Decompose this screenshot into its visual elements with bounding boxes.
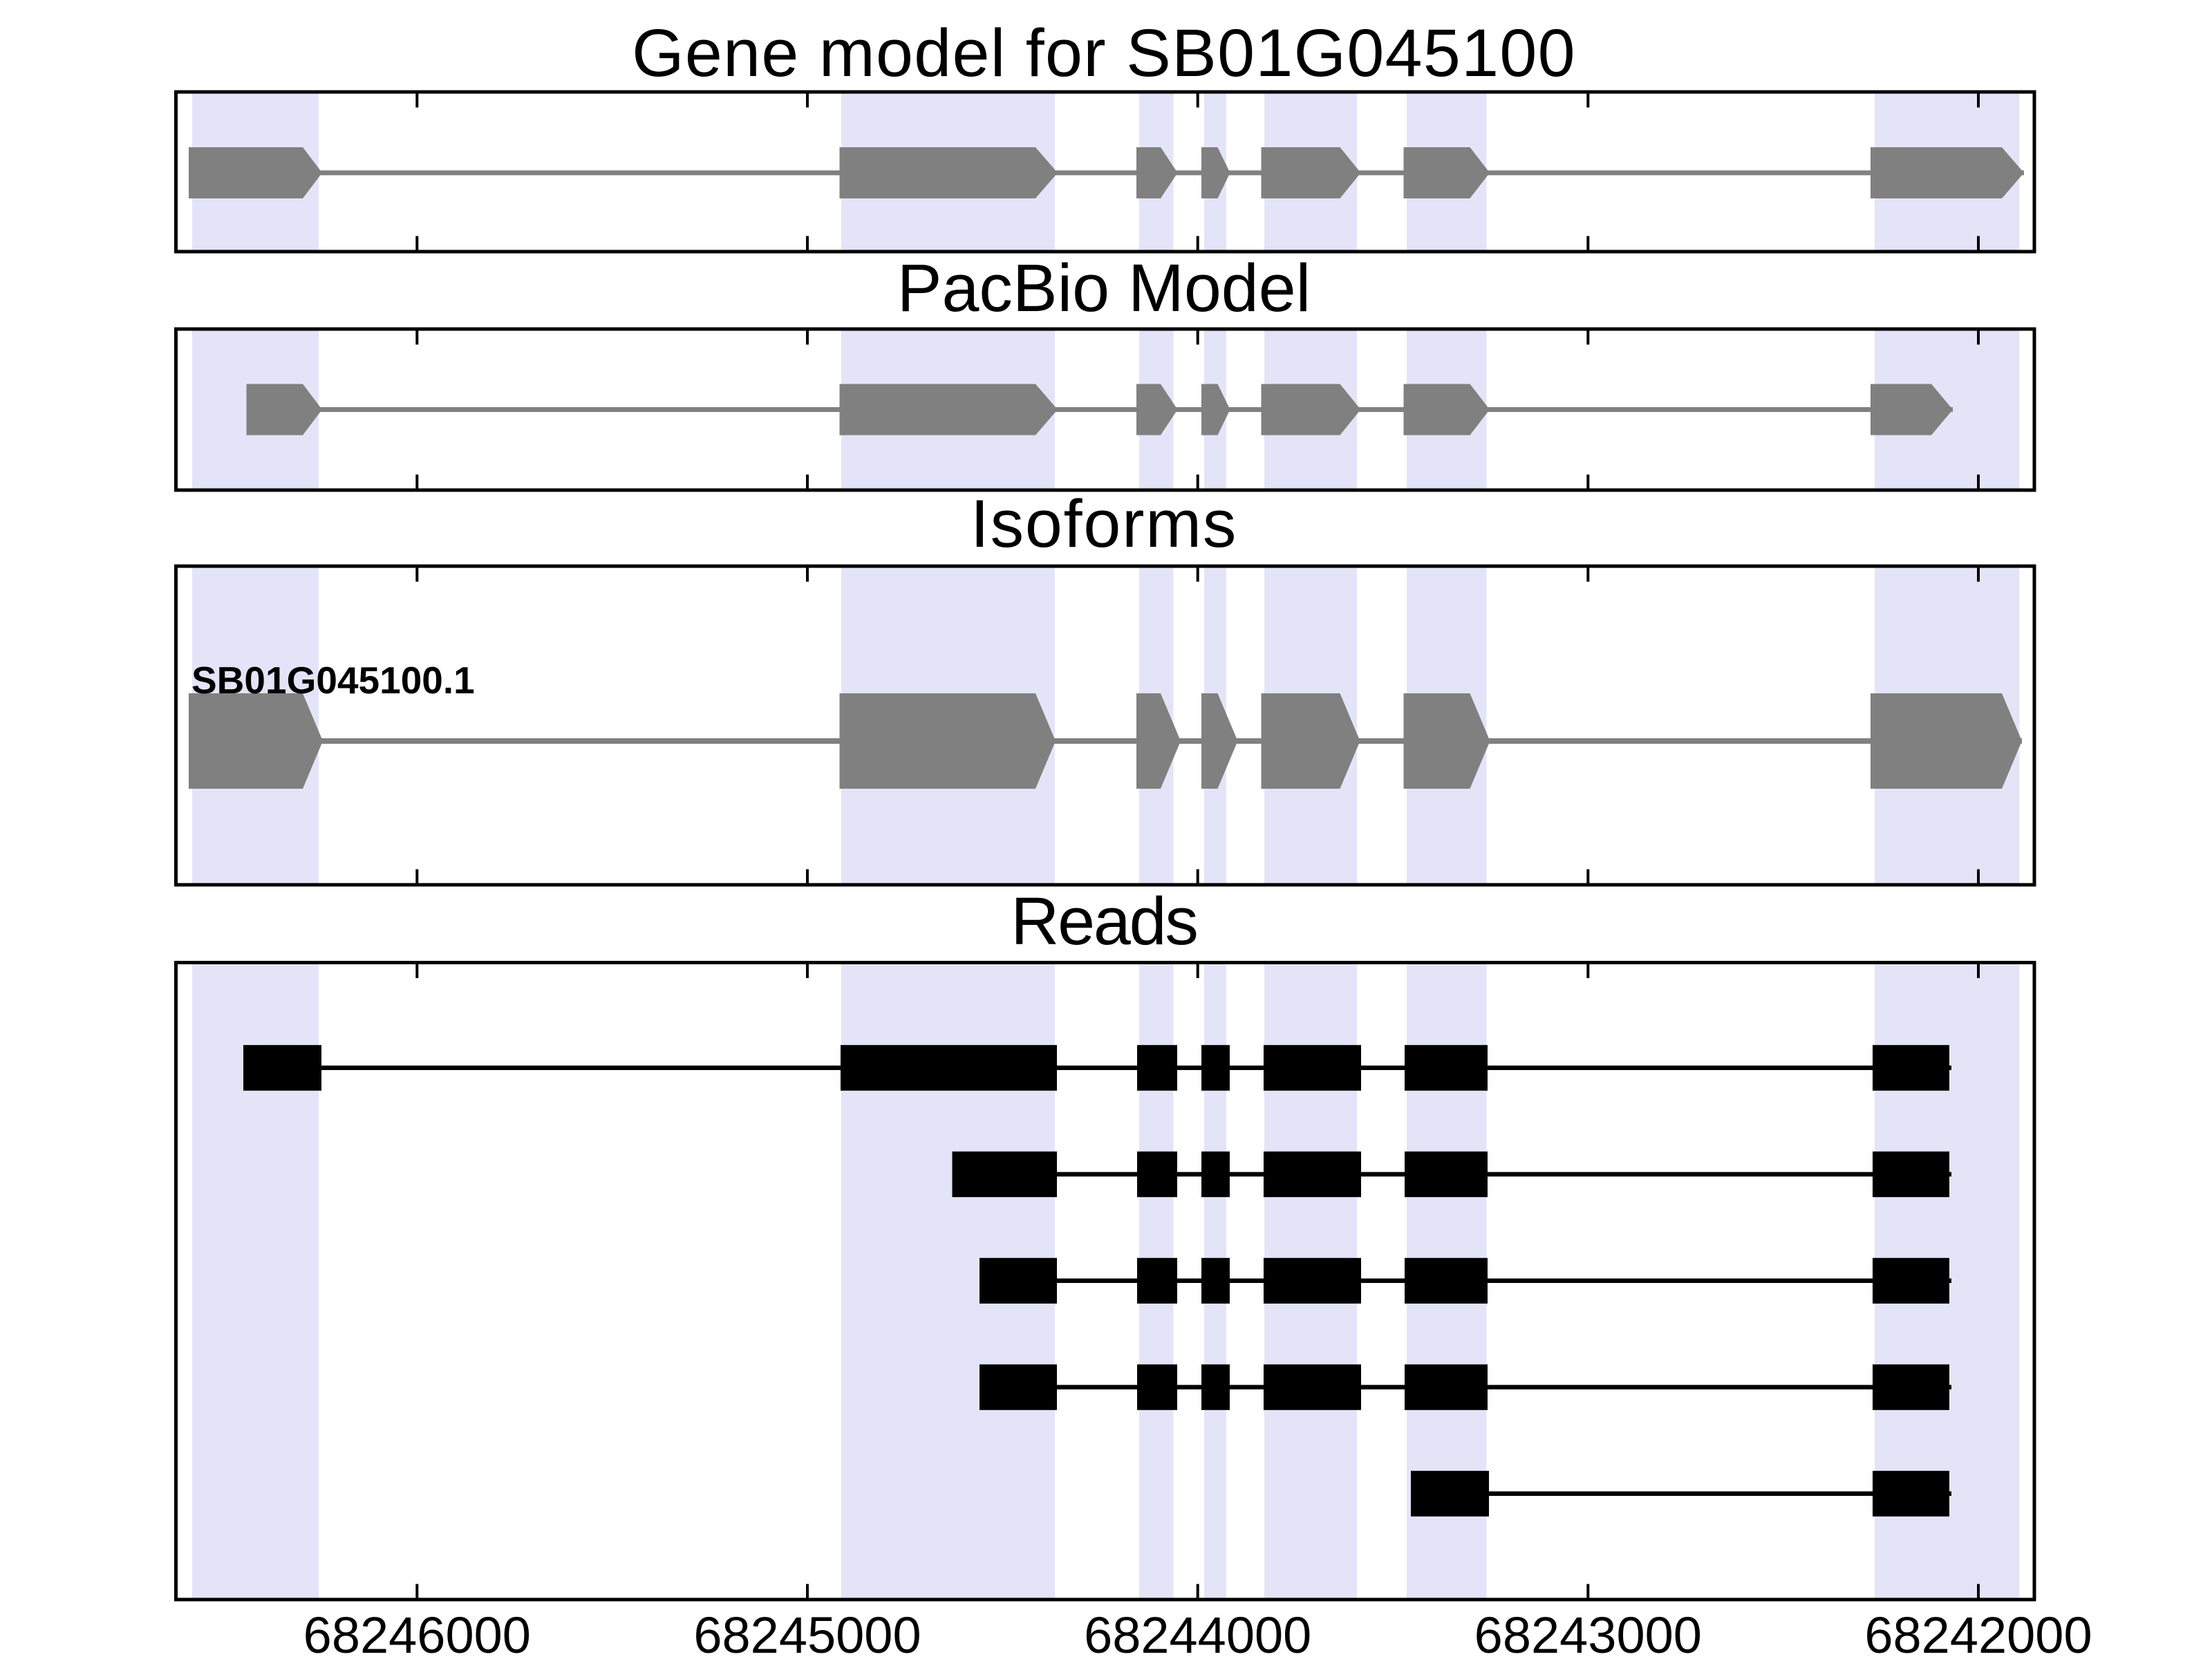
svg-text:68243000: 68243000 [1474, 1606, 1702, 1659]
svg-text:68244000: 68244000 [1084, 1606, 1311, 1659]
svg-text:68246000: 68246000 [303, 1606, 531, 1659]
svg-text:Reads: Reads [1011, 883, 1197, 959]
svg-text:PacBio Model: PacBio Model [897, 250, 1311, 326]
svg-text:68242000: 68242000 [1864, 1606, 2092, 1659]
svg-text:68245000: 68245000 [693, 1606, 921, 1659]
svg-text:Isoforms: Isoforms [971, 486, 1237, 561]
svg-text:SB01G045100.1: SB01G045100.1 [191, 659, 475, 702]
svg-text:Gene model for SB01G045100: Gene model for SB01G045100 [632, 15, 1576, 91]
